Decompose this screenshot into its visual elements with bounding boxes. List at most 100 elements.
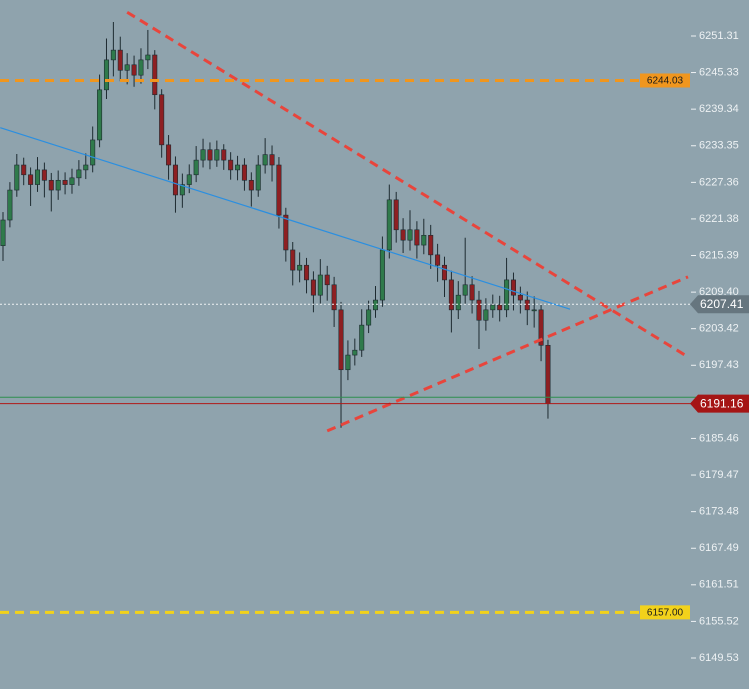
candle-body	[193, 159, 199, 176]
candle-body	[41, 169, 47, 181]
y-tick-label: 6149.53	[699, 652, 739, 664]
candle-body	[324, 274, 330, 286]
candle-body	[338, 309, 344, 371]
price-badge	[690, 295, 749, 314]
candle-body	[62, 179, 68, 185]
candle-body	[69, 177, 75, 185]
candle-body	[28, 174, 34, 185]
candle-body	[241, 164, 247, 181]
candle-body	[483, 309, 489, 321]
y-tick-label: 6155.52	[699, 615, 739, 627]
candle-body	[538, 309, 544, 346]
candle-body	[455, 294, 461, 311]
y-tick-label: 6197.43	[699, 359, 739, 371]
candle-body	[352, 349, 358, 356]
candle-body	[235, 164, 241, 171]
candle-body	[524, 299, 530, 311]
candle-body	[304, 264, 310, 281]
y-tick-label: 6209.40	[699, 286, 739, 298]
candle-body	[90, 139, 96, 166]
level-label: 6157.00	[647, 608, 684, 619]
candle-body	[283, 214, 289, 251]
price-badge	[690, 394, 749, 413]
candle-body	[228, 159, 234, 171]
candle-body	[400, 229, 406, 241]
level-badge	[640, 605, 690, 620]
candle-body	[310, 279, 316, 296]
candle-body	[441, 264, 447, 281]
trend-line	[126, 10, 689, 359]
candle-body	[83, 164, 89, 171]
candle-body	[545, 344, 551, 404]
candle-body	[255, 164, 261, 191]
y-tick-label: 6221.38	[699, 213, 739, 225]
candle-body	[117, 49, 123, 71]
candle-body	[345, 354, 351, 371]
candle-body	[297, 264, 303, 271]
candle-body	[34, 169, 40, 185]
candle-body	[290, 249, 296, 271]
candle-body	[379, 249, 385, 301]
candle-body	[159, 94, 165, 146]
y-tick-label: 6179.47	[699, 469, 739, 481]
candle-body	[179, 184, 185, 196]
candle-body	[359, 324, 365, 351]
y-tick-label: 6233.35	[699, 140, 739, 152]
candle-body	[200, 149, 206, 161]
candle-body	[221, 149, 227, 161]
candle-body	[14, 164, 20, 191]
candle-body	[138, 59, 144, 76]
candle-body	[0, 219, 6, 246]
candle-body	[124, 64, 130, 71]
y-tick-label: 6251.31	[699, 30, 739, 42]
candle-body	[469, 284, 475, 301]
candle-body	[172, 164, 178, 196]
level-badge	[640, 73, 690, 88]
candle-body	[510, 279, 516, 296]
candle-body	[386, 199, 392, 251]
candle-body	[269, 154, 275, 166]
candle-body	[331, 284, 337, 311]
candle-body	[490, 304, 496, 311]
candle-body	[317, 274, 323, 296]
candle-body	[145, 54, 151, 61]
candle-body	[152, 54, 158, 96]
price-label: 6191.16	[700, 396, 744, 410]
candle-body	[166, 144, 172, 166]
y-tick-label: 6161.51	[699, 579, 739, 591]
y-tick-label: 6173.48	[699, 506, 739, 518]
candle-body	[421, 234, 427, 246]
candle-body	[55, 179, 61, 191]
candle-body	[262, 154, 268, 166]
candle-body	[97, 89, 103, 141]
trend-line	[326, 275, 689, 433]
trend-line	[0, 127, 571, 310]
candle-body	[407, 229, 413, 241]
candle-body	[276, 164, 282, 216]
candle-body	[517, 294, 523, 301]
candle-body	[7, 189, 13, 221]
y-tick-label: 6215.39	[699, 249, 739, 261]
candle-body	[248, 179, 254, 191]
y-tick-label: 6203.42	[699, 323, 739, 335]
level-label: 6244.03	[647, 76, 684, 87]
candle-body	[373, 299, 379, 311]
candle-body	[131, 64, 137, 76]
candle-body	[21, 164, 27, 176]
candle-body	[186, 174, 192, 185]
price-label: 6207.41	[700, 297, 744, 311]
candle-body	[448, 279, 454, 311]
candle-body	[366, 309, 372, 326]
candle-body	[207, 149, 213, 161]
candle-body	[531, 309, 537, 312]
y-tick-label: 6185.46	[699, 432, 739, 444]
candle-body	[476, 299, 482, 321]
candle-body	[504, 279, 510, 311]
candle-body	[462, 284, 468, 296]
candle-body	[497, 304, 503, 311]
candle-body	[435, 254, 441, 266]
candle-body	[214, 149, 220, 161]
